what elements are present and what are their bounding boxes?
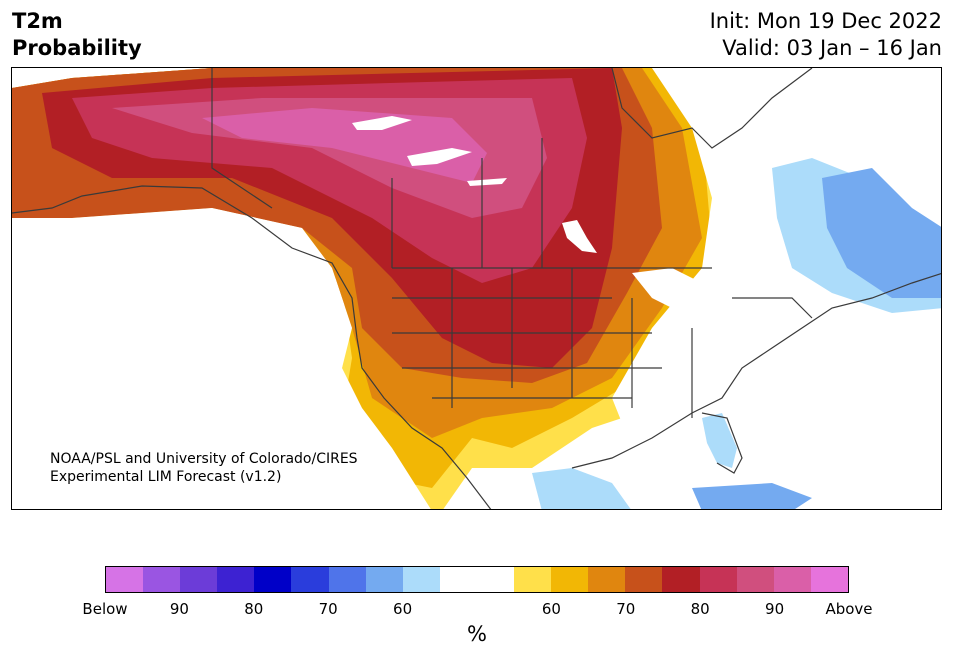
chart-title: T2m Probability — [12, 8, 142, 62]
legend-tick-label: 70 — [616, 600, 636, 618]
forecast-map: NOAA/PSL and University of Colorado/CIRE… — [11, 67, 942, 510]
legend-color-cell — [588, 567, 626, 592]
coastlines — [12, 68, 941, 509]
legend-color-cell — [402, 567, 440, 592]
prob-cool-65 — [822, 168, 941, 298]
prob-cool-florida — [702, 413, 737, 468]
legend-color-cell — [514, 567, 552, 592]
prob-cool-gulf — [532, 468, 631, 509]
legend-color-cell — [736, 567, 774, 592]
great-lakes — [632, 268, 717, 313]
credit-line-2: Experimental LIM Forecast (v1.2) — [50, 469, 282, 485]
valid-range: Valid: 03 Jan – 16 Jan — [722, 36, 942, 60]
legend-tick-label: 60 — [393, 600, 413, 618]
legend-color-cell — [106, 567, 144, 592]
ocean-pacific — [12, 208, 431, 509]
legend-tick-label: 90 — [765, 600, 785, 618]
legend-tick-label: 90 — [169, 600, 189, 618]
legend-tick-label: Above — [825, 600, 873, 618]
map-graphic — [12, 68, 941, 509]
legend-color-cell — [180, 567, 218, 592]
legend-color-cell — [625, 567, 663, 592]
init-date: Init: Mon 19 Dec 2022 — [709, 9, 942, 33]
map-credit: NOAA/PSL and University of Colorado/CIRE… — [50, 450, 358, 486]
legend-color-cell — [699, 567, 737, 592]
lake-winnipeg — [562, 220, 597, 253]
legend-tick-label: 70 — [318, 600, 338, 618]
legend-color-cell — [439, 567, 477, 592]
legend-color-cell — [365, 567, 403, 592]
color-legend-bar — [105, 566, 849, 593]
legend-color-cell — [254, 567, 292, 592]
lake-athabasca — [467, 178, 507, 186]
legend-color-cell — [810, 567, 848, 592]
date-info: Init: Mon 19 Dec 2022 Valid: 03 Jan – 16… — [710, 8, 942, 62]
legend-color-cell — [328, 567, 366, 592]
legend-tick-label: 80 — [244, 600, 264, 618]
legend-color-cell — [217, 567, 255, 592]
legend-color-cell — [143, 567, 181, 592]
credit-line-1: NOAA/PSL and University of Colorado/CIRE… — [50, 451, 358, 467]
legend-color-cell — [662, 567, 700, 592]
legend-tick-label: 60 — [541, 600, 561, 618]
lake-great-slave — [407, 148, 472, 166]
legend-color-cell — [551, 567, 589, 592]
legend-color-cell — [773, 567, 811, 592]
legend-tick-label: 80 — [690, 600, 710, 618]
legend-color-cell — [291, 567, 329, 592]
legend-tick-label: Below — [82, 600, 128, 618]
variable-label: T2m — [12, 9, 63, 33]
prob-cool-caribbean — [692, 483, 812, 509]
color-legend-unit: % — [467, 622, 487, 646]
legend-color-cell — [476, 567, 515, 592]
product-label: Probability — [12, 36, 142, 60]
lake-great-bear — [352, 116, 412, 130]
